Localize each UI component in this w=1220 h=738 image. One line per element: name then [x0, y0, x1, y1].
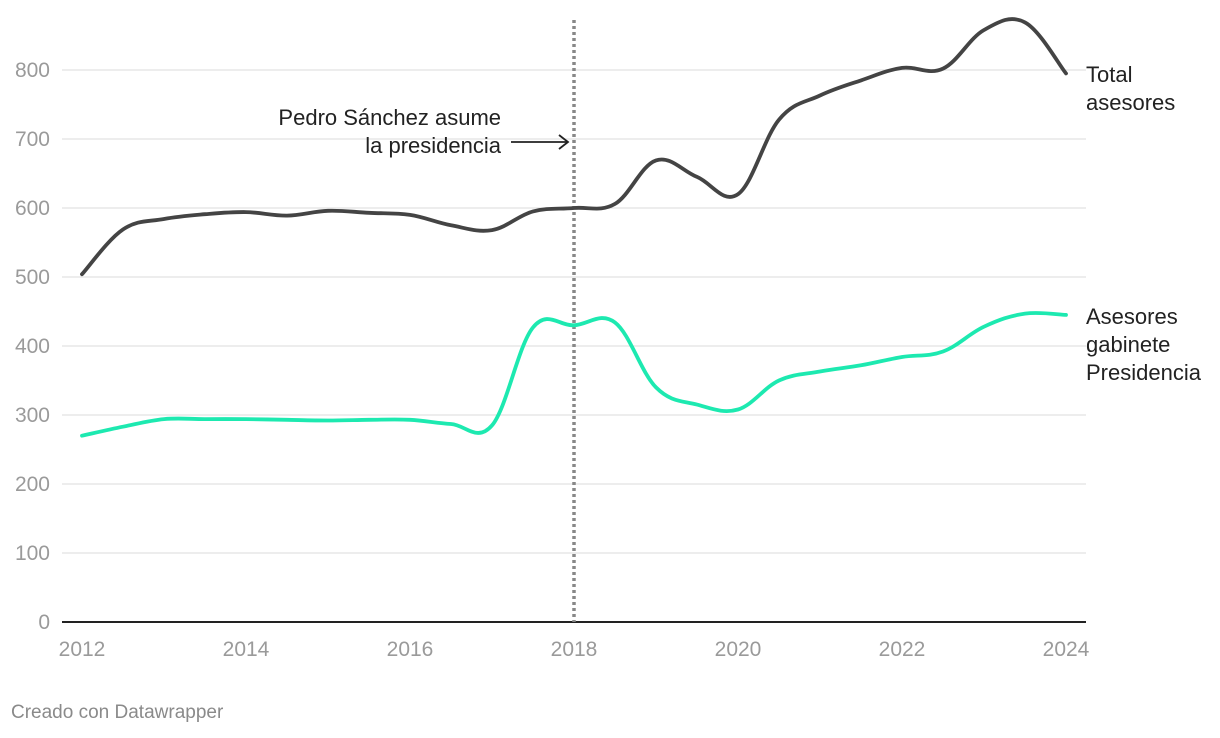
x-tick-label: 2024 [1043, 638, 1090, 661]
y-tick-label: 600 [15, 197, 50, 220]
series-label-line: asesores [1086, 90, 1175, 115]
y-tick-label: 800 [15, 59, 50, 82]
x-axis-ticks: 2012 2014 2016 2018 2020 2022 2024 [59, 638, 1090, 661]
y-tick-label: 400 [15, 335, 50, 358]
y-tick-label: 300 [15, 404, 50, 427]
series-label-line: Asesores [1086, 304, 1178, 329]
x-tick-label: 2012 [59, 638, 106, 661]
annotation-text-line: Pedro Sánchez asume [278, 105, 501, 130]
annotation: Pedro Sánchez asume la presidencia [278, 105, 570, 158]
x-tick-label: 2016 [387, 638, 434, 661]
x-tick-label: 2018 [551, 638, 598, 661]
annotation-text-line: la presidencia [365, 133, 502, 158]
series-label-line: Total [1086, 62, 1132, 87]
x-tick-label: 2014 [223, 638, 270, 661]
series-label-line: gabinete [1086, 332, 1170, 357]
annotation-arrow-head [558, 134, 570, 150]
y-tick-label: 100 [15, 542, 50, 565]
series-line-total [80, 17, 1068, 277]
y-tick-label: 700 [15, 128, 50, 151]
y-tick-label: 200 [15, 473, 50, 496]
series-lines [80, 17, 1068, 438]
series-label-line: Presidencia [1086, 360, 1202, 385]
series-line-gabinete [80, 310, 1068, 438]
y-tick-label: 0 [38, 611, 50, 634]
credit-text: Creado con Datawrapper [11, 702, 224, 723]
x-tick-label: 2022 [879, 638, 926, 661]
y-tick-label: 500 [15, 266, 50, 289]
y-axis-ticks: 0 100 200 300 400 500 600 700 800 [15, 59, 50, 634]
x-tick-label: 2020 [715, 638, 762, 661]
series-labels: Total asesores Asesores gabinete Presidencia [1086, 62, 1202, 385]
